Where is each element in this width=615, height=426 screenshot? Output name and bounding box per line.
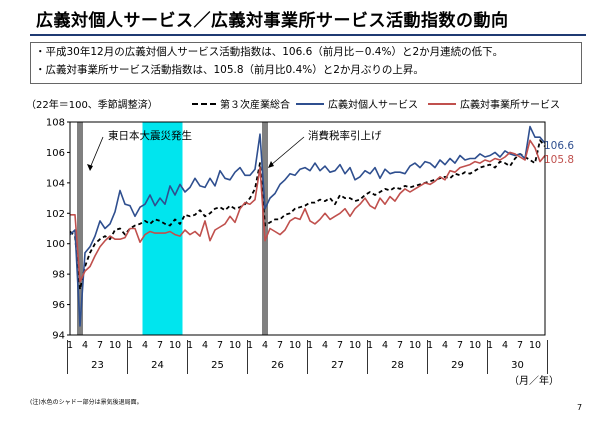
- page-number: 7: [577, 403, 583, 412]
- x-month-tick-label: 1: [307, 340, 313, 351]
- x-month-tick-label: 10: [529, 340, 541, 351]
- legend-label-total: 第３次産業総合: [220, 100, 290, 111]
- x-year-label: 25: [211, 360, 224, 371]
- legend-swatch-personal: [296, 102, 324, 105]
- x-month-tick-label: 1: [127, 340, 133, 351]
- x-unit-label: （月／年）: [509, 374, 559, 387]
- x-month-tick-label: 1: [247, 340, 253, 351]
- tax-annotation: 消費税率引上げ: [308, 129, 382, 142]
- plot-frame: [69, 121, 546, 336]
- title-underline: [30, 34, 586, 36]
- earthquake-annotation: 東日本大震災発生: [108, 129, 192, 142]
- x-month-tick-label: 4: [382, 340, 388, 351]
- x-month-tick-label: 10: [349, 340, 361, 351]
- x-month-tick-label: 10: [109, 340, 121, 351]
- x-month-tick-label: 4: [502, 340, 508, 351]
- x-month-tick-label: 10: [289, 340, 301, 351]
- x-month-tick-label: 7: [337, 340, 343, 351]
- page-title: 広義対個人サービス／広義対事業所サービス活動指数の動向: [36, 11, 509, 31]
- x-month-tick-label: 1: [367, 340, 373, 351]
- summary-box: ・平成30年12月の広義対個人サービス活動指数は、106.6（前月比－0.4%）…: [30, 42, 582, 84]
- legend-item-personal: 広義対個人サービス: [296, 96, 418, 111]
- x-month-tick-label: 1: [427, 340, 433, 351]
- x-month-tick-label: 10: [409, 340, 421, 351]
- x-month-tick-label: 4: [322, 340, 328, 351]
- x-year-label: 30: [511, 360, 524, 371]
- legend-swatch-total: [192, 102, 216, 105]
- event-bar-1: [77, 122, 83, 335]
- x-year-label: 26: [271, 360, 284, 371]
- y-tick-label: 102: [46, 209, 65, 220]
- end-label-business: 105.8: [544, 154, 574, 166]
- unit-label: （22年＝100、季節調整済）: [26, 100, 158, 111]
- series-line-3: [70, 139, 546, 283]
- y-tick-label: 106: [46, 148, 65, 159]
- x-month-tick-label: 7: [97, 340, 103, 351]
- y-tick-label: 108: [46, 118, 65, 129]
- x-year-label: 24: [151, 360, 164, 371]
- x-month-tick-label: 4: [202, 340, 208, 351]
- y-tick-label: 104: [46, 178, 65, 189]
- footnote: (注)水色のシャドー部分は景気後退局面。: [30, 399, 143, 406]
- x-year-label: 27: [331, 360, 344, 371]
- summary-line-business: ・広義対事業所サービス活動指数は、105.8（前月比0.4%）と2か月ぶりの上昇…: [35, 64, 424, 76]
- legend-item-business: 広義対事業所サービス: [428, 96, 560, 111]
- x-month-tick-label: 1: [187, 340, 193, 351]
- y-tick-label: 98: [52, 270, 65, 281]
- x-month-tick-label: 1: [67, 340, 73, 351]
- x-year-label: 28: [391, 360, 404, 371]
- x-month-tick-label: 7: [397, 340, 403, 351]
- x-month-tick-label: 4: [82, 340, 88, 351]
- x-month-tick-label: 7: [217, 340, 223, 351]
- legend-label-personal: 広義対個人サービス: [328, 100, 418, 111]
- event-bar-2: [262, 122, 268, 335]
- series-line-2: [69, 125, 546, 327]
- x-month-tick-label: 7: [157, 340, 163, 351]
- x-month-tick-label: 7: [457, 340, 463, 351]
- x-month-tick-label: 10: [229, 340, 241, 351]
- x-month-tick-label: 1: [487, 340, 493, 351]
- x-month-tick-label: 10: [469, 340, 481, 351]
- x-month-tick-label: 4: [262, 340, 268, 351]
- y-tick-label: 96: [52, 300, 65, 311]
- recession-shade: [142, 122, 183, 335]
- end-label-personal: 106.6: [544, 140, 574, 152]
- y-tick-label: 94: [52, 331, 65, 342]
- legend-item-total: 第３次産業総合: [192, 96, 290, 111]
- x-month-tick-label: 4: [142, 340, 148, 351]
- legend-swatch-business: [428, 102, 456, 105]
- legend-label-business: 広義対事業所サービス: [460, 100, 560, 111]
- x-year-label: 29: [451, 360, 464, 371]
- y-tick-label: 100: [46, 239, 65, 250]
- tax-arrowhead: [268, 161, 274, 168]
- x-month-tick-label: 7: [277, 340, 283, 351]
- series-line-1: [69, 139, 546, 291]
- summary-line-personal: ・平成30年12月の広義対個人サービス活動指数は、106.6（前月比－0.4%）…: [35, 46, 504, 58]
- x-month-tick-label: 4: [442, 340, 448, 351]
- x-year-label: 23: [91, 360, 104, 371]
- earthquake-arrowhead: [87, 164, 93, 171]
- tax-arrow: [270, 136, 305, 166]
- earthquake-arrow: [89, 136, 104, 169]
- x-month-tick-label: 10: [169, 340, 181, 351]
- x-month-tick-label: 7: [517, 340, 523, 351]
